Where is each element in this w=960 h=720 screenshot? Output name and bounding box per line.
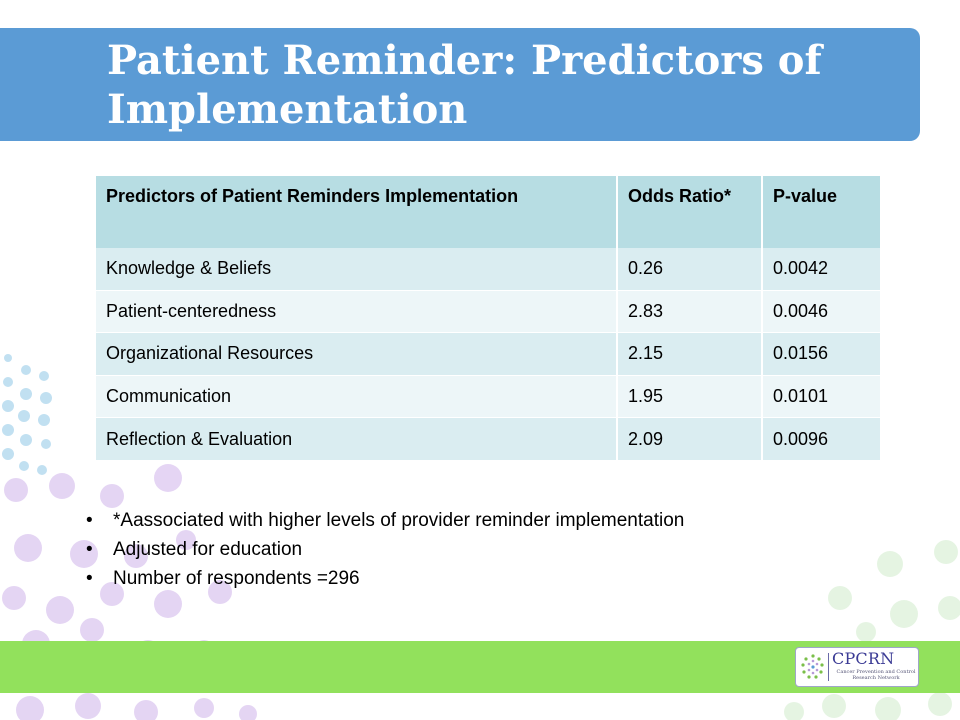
odds-ratio-cell: 0.26 [617,248,763,291]
header-odds-ratio: Odds Ratio* [617,176,763,248]
odds-ratio-cell: 2.15 [617,332,763,376]
slide-title: Patient Reminder: Predictors of Implemen… [107,37,822,133]
p-value-cell: 0.0101 [762,375,880,419]
predictor-cell: Organizational Resources [96,332,618,376]
notes-list: • *Aassociated with higher levels of pro… [86,506,684,593]
table-row: Organizational Resources 2.15 0.0156 [96,332,880,376]
predictor-cell: Reflection & Evaluation [96,417,618,461]
cpcrn-logo: CPCRN Cancer Prevention and Control Rese… [795,647,919,687]
cpcrn-logo-icon [801,654,824,679]
note-text: Adjusted for education [113,539,303,560]
p-value-cell: 0.0046 [762,290,880,334]
note-item: • Adjusted for education [86,535,684,564]
odds-ratio-cell: 1.95 [617,375,763,419]
p-value-cell: 0.0156 [762,332,880,376]
note-item: • Number of respondents =296 [86,564,684,593]
predictors-table: Predictors of Patient Reminders Implemen… [96,176,880,461]
header-p-value: P-value [762,176,880,248]
table-header-row: Predictors of Patient Reminders Implemen… [96,176,880,248]
odds-ratio-cell: 2.09 [617,417,763,461]
bullet-icon: • [86,539,93,560]
logo-separator [828,653,829,681]
table-row: Knowledge & Beliefs 0.26 0.0042 [96,248,880,291]
odds-ratio-cell: 2.83 [617,290,763,334]
table-row: Communication 1.95 0.0101 [96,375,880,419]
title-bar [0,28,920,141]
bullet-icon: • [86,510,93,531]
predictor-cell: Patient-centeredness [96,290,618,334]
bullet-icon: • [86,568,93,589]
p-value-cell: 0.0042 [762,248,880,291]
predictor-cell: Knowledge & Beliefs [96,248,618,291]
logo-subtitle: Cancer Prevention and Control Research N… [836,669,916,681]
table-row: Patient-centeredness 2.83 0.0046 [96,290,880,334]
table-row: Reflection & Evaluation 2.09 0.0096 [96,417,880,461]
header-predictor: Predictors of Patient Reminders Implemen… [96,176,618,248]
predictor-cell: Communication [96,375,618,419]
note-text: *Aassociated with higher levels of provi… [113,510,685,531]
note-text: Number of respondents =296 [113,568,360,589]
note-item: • *Aassociated with higher levels of pro… [86,506,684,535]
p-value-cell: 0.0096 [762,417,880,461]
logo-name: CPCRN [832,649,895,668]
